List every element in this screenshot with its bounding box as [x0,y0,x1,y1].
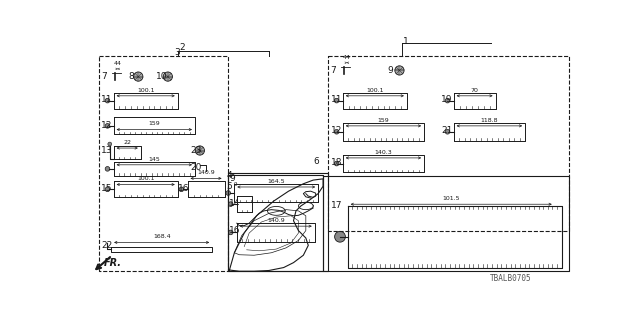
Circle shape [228,202,233,206]
Text: 7: 7 [330,66,336,75]
Text: 44: 44 [343,55,351,60]
Text: TBALB0705: TBALB0705 [490,274,531,283]
Text: 11: 11 [101,95,113,105]
Text: 164.5: 164.5 [268,179,285,184]
Text: 9: 9 [387,66,393,75]
Text: 159: 159 [378,118,389,123]
Text: 13: 13 [101,146,113,155]
Text: 140.3: 140.3 [374,150,392,155]
Text: 9: 9 [230,174,235,183]
Circle shape [134,72,143,81]
Text: FR.: FR. [104,258,122,268]
Text: 1: 1 [403,37,409,46]
Text: 11: 11 [330,95,342,105]
Text: 101.5: 101.5 [442,196,460,201]
Circle shape [179,187,184,192]
Circle shape [105,98,110,103]
Text: 7: 7 [101,72,107,81]
Circle shape [445,130,450,134]
Text: 100.1: 100.1 [366,88,383,93]
Circle shape [335,231,346,242]
Text: 12: 12 [330,126,342,135]
Text: 22: 22 [123,140,131,145]
Circle shape [108,142,112,146]
Circle shape [105,187,110,192]
Circle shape [445,98,450,103]
Circle shape [105,166,110,171]
Text: 22: 22 [101,241,113,250]
Circle shape [226,191,230,195]
Text: 5: 5 [227,182,232,191]
Text: 44: 44 [114,61,122,66]
Text: 2: 2 [179,43,185,52]
Circle shape [395,66,404,75]
Text: 10: 10 [156,72,167,81]
Text: 23: 23 [190,146,202,155]
Text: 9: 9 [234,182,237,187]
Text: 140.9: 140.9 [197,170,215,175]
Text: 70: 70 [470,88,479,93]
Text: 159: 159 [148,122,160,126]
Text: 17: 17 [330,202,342,211]
Text: 15: 15 [101,184,113,193]
Text: 14: 14 [230,199,241,208]
Circle shape [334,98,339,103]
Text: 6: 6 [313,157,319,166]
Text: 4: 4 [227,171,232,180]
Text: 21: 21 [442,126,452,135]
Text: 16: 16 [230,226,241,235]
Text: 168.4: 168.4 [153,234,170,239]
Text: 8: 8 [129,72,134,81]
Circle shape [334,130,339,134]
Text: 3: 3 [174,48,180,57]
Text: 100.1: 100.1 [137,176,154,181]
Text: 19: 19 [442,95,453,105]
Text: 12: 12 [101,121,113,130]
Text: 100.1: 100.1 [137,88,154,93]
Text: 18: 18 [330,158,342,167]
Circle shape [105,124,110,128]
Circle shape [163,72,172,81]
Text: 118.8: 118.8 [481,118,498,123]
Circle shape [228,230,233,235]
Text: 16: 16 [178,184,189,193]
Circle shape [334,161,339,166]
Circle shape [195,146,205,155]
Text: 140.9: 140.9 [267,218,285,223]
Text: 20: 20 [190,163,202,172]
Text: 145: 145 [148,157,160,162]
